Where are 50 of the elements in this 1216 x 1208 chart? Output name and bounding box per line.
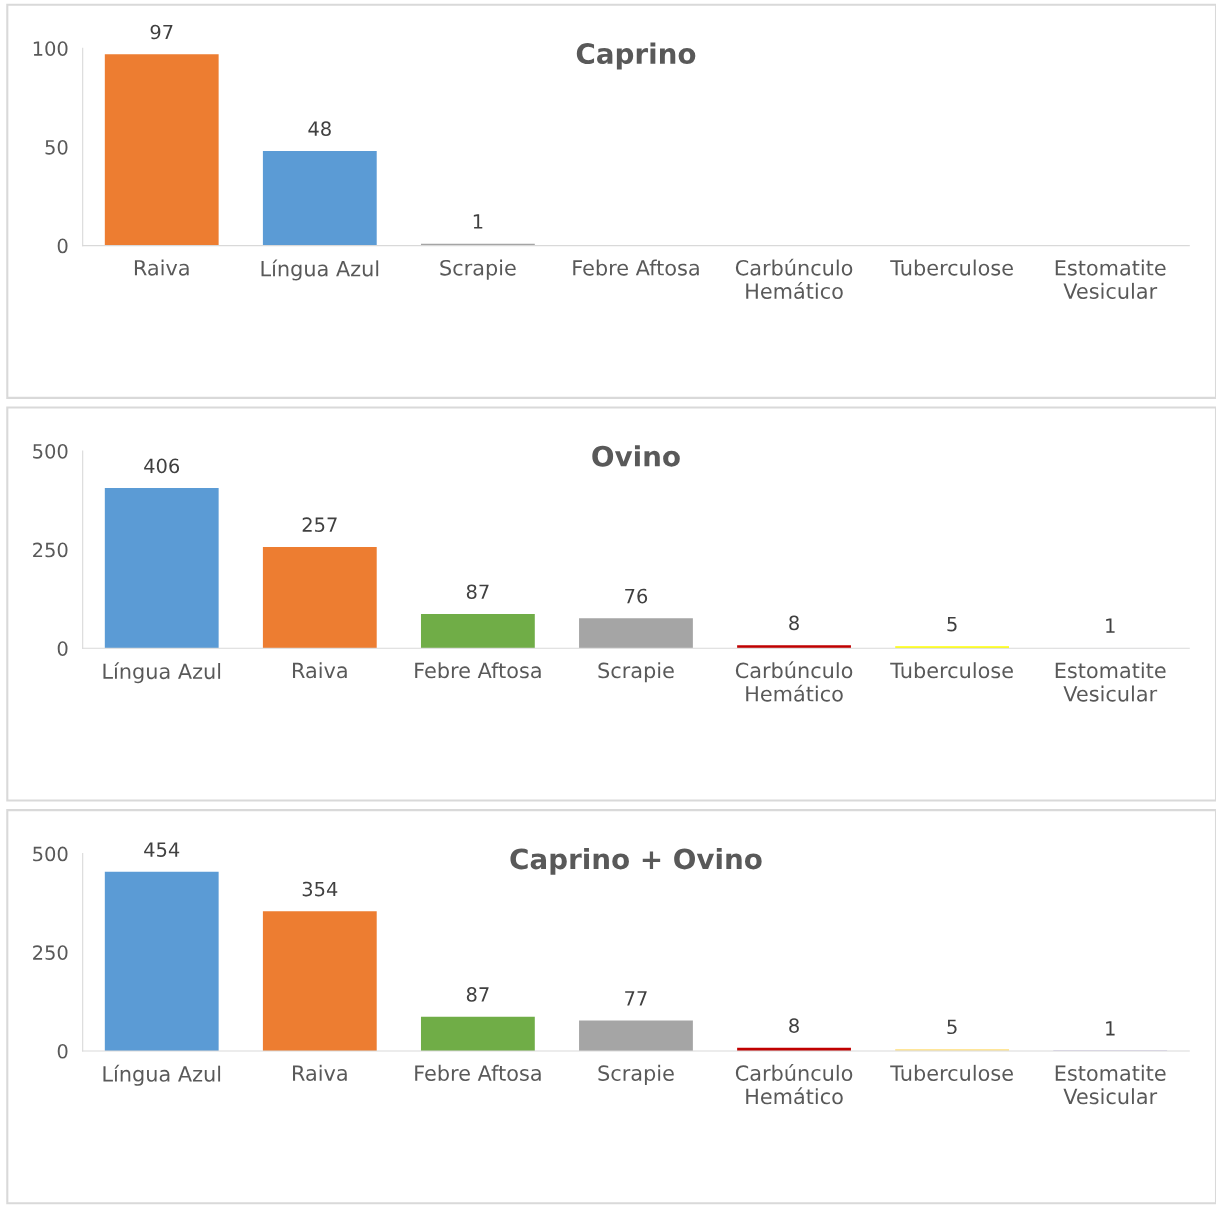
y-tick-label: 500 [33, 443, 68, 459]
x-tick-label: Scrapie [598, 1064, 674, 1086]
data-label: 1 [473, 214, 483, 229]
data-label: 354 [302, 881, 338, 897]
data-label: 5 [947, 616, 957, 632]
chart-title: Caprino + Ovino [510, 847, 762, 875]
y-tick-label: 250 [33, 542, 68, 558]
data-label: 48 [308, 121, 331, 137]
data-label: 87 [466, 987, 489, 1002]
data-label: 77 [625, 991, 647, 1006]
x-tick-label: Tuberculose [890, 1064, 1013, 1081]
data-label: 406 [144, 458, 180, 474]
x-tick-label: Língua Azul [261, 259, 379, 281]
x-tick-label: Raiva [134, 259, 189, 276]
x-tick-label: Scrapie [598, 662, 674, 683]
x-tick-label: Febre Aftosa [415, 1064, 541, 1081]
x-tick-label: Estomatite Vesicular [1055, 662, 1166, 702]
data-label: 5 [947, 1019, 957, 1035]
x-tick-label: Tuberculose [890, 662, 1013, 679]
x-tick-label: Língua Azul [103, 1064, 221, 1086]
data-label: 97 [150, 24, 173, 40]
x-tick-label: Scrapie [440, 259, 516, 280]
x-tick-label: Raiva [293, 662, 347, 679]
data-label: 8 [789, 615, 799, 631]
x-tick-label: Estomatite Vesicular [1055, 1064, 1166, 1105]
y-tick-label: 100 [33, 41, 68, 56]
data-label: 8 [789, 1018, 799, 1033]
y-tick-label: 0 [57, 1043, 68, 1059]
y-tick-label: 500 [33, 846, 68, 862]
x-tick-label: Tuberculose [890, 259, 1013, 276]
x-tick-label: Estomatite Vesicular [1055, 259, 1166, 299]
data-label: 454 [144, 842, 180, 857]
x-tick-label: Língua Azul [103, 662, 221, 684]
chart-title: Caprino [576, 42, 696, 70]
data-label: 76 [625, 588, 648, 604]
x-tick-label: Raiva [293, 1064, 347, 1081]
x-tick-label: Febre Aftosa [415, 662, 541, 679]
y-tick-label: 0 [57, 641, 68, 656]
data-label: 1 [1106, 618, 1115, 633]
chart-title: Ovino [592, 445, 680, 467]
x-tick-label: Carbúnculo Hemático [735, 258, 853, 299]
x-tick-label: Febre Aftosa [573, 259, 699, 276]
x-tick-label: Carbúnculo Hemático [735, 661, 853, 702]
y-tick-label: 50 [45, 139, 68, 155]
data-label: 257 [302, 517, 337, 532]
data-label: 87 [466, 584, 489, 600]
y-tick-label: 0 [57, 238, 68, 254]
y-tick-label: 250 [33, 945, 68, 960]
x-tick-label: Carbúnculo Hemático [735, 1064, 853, 1105]
data-label: 1 [1106, 1021, 1115, 1036]
